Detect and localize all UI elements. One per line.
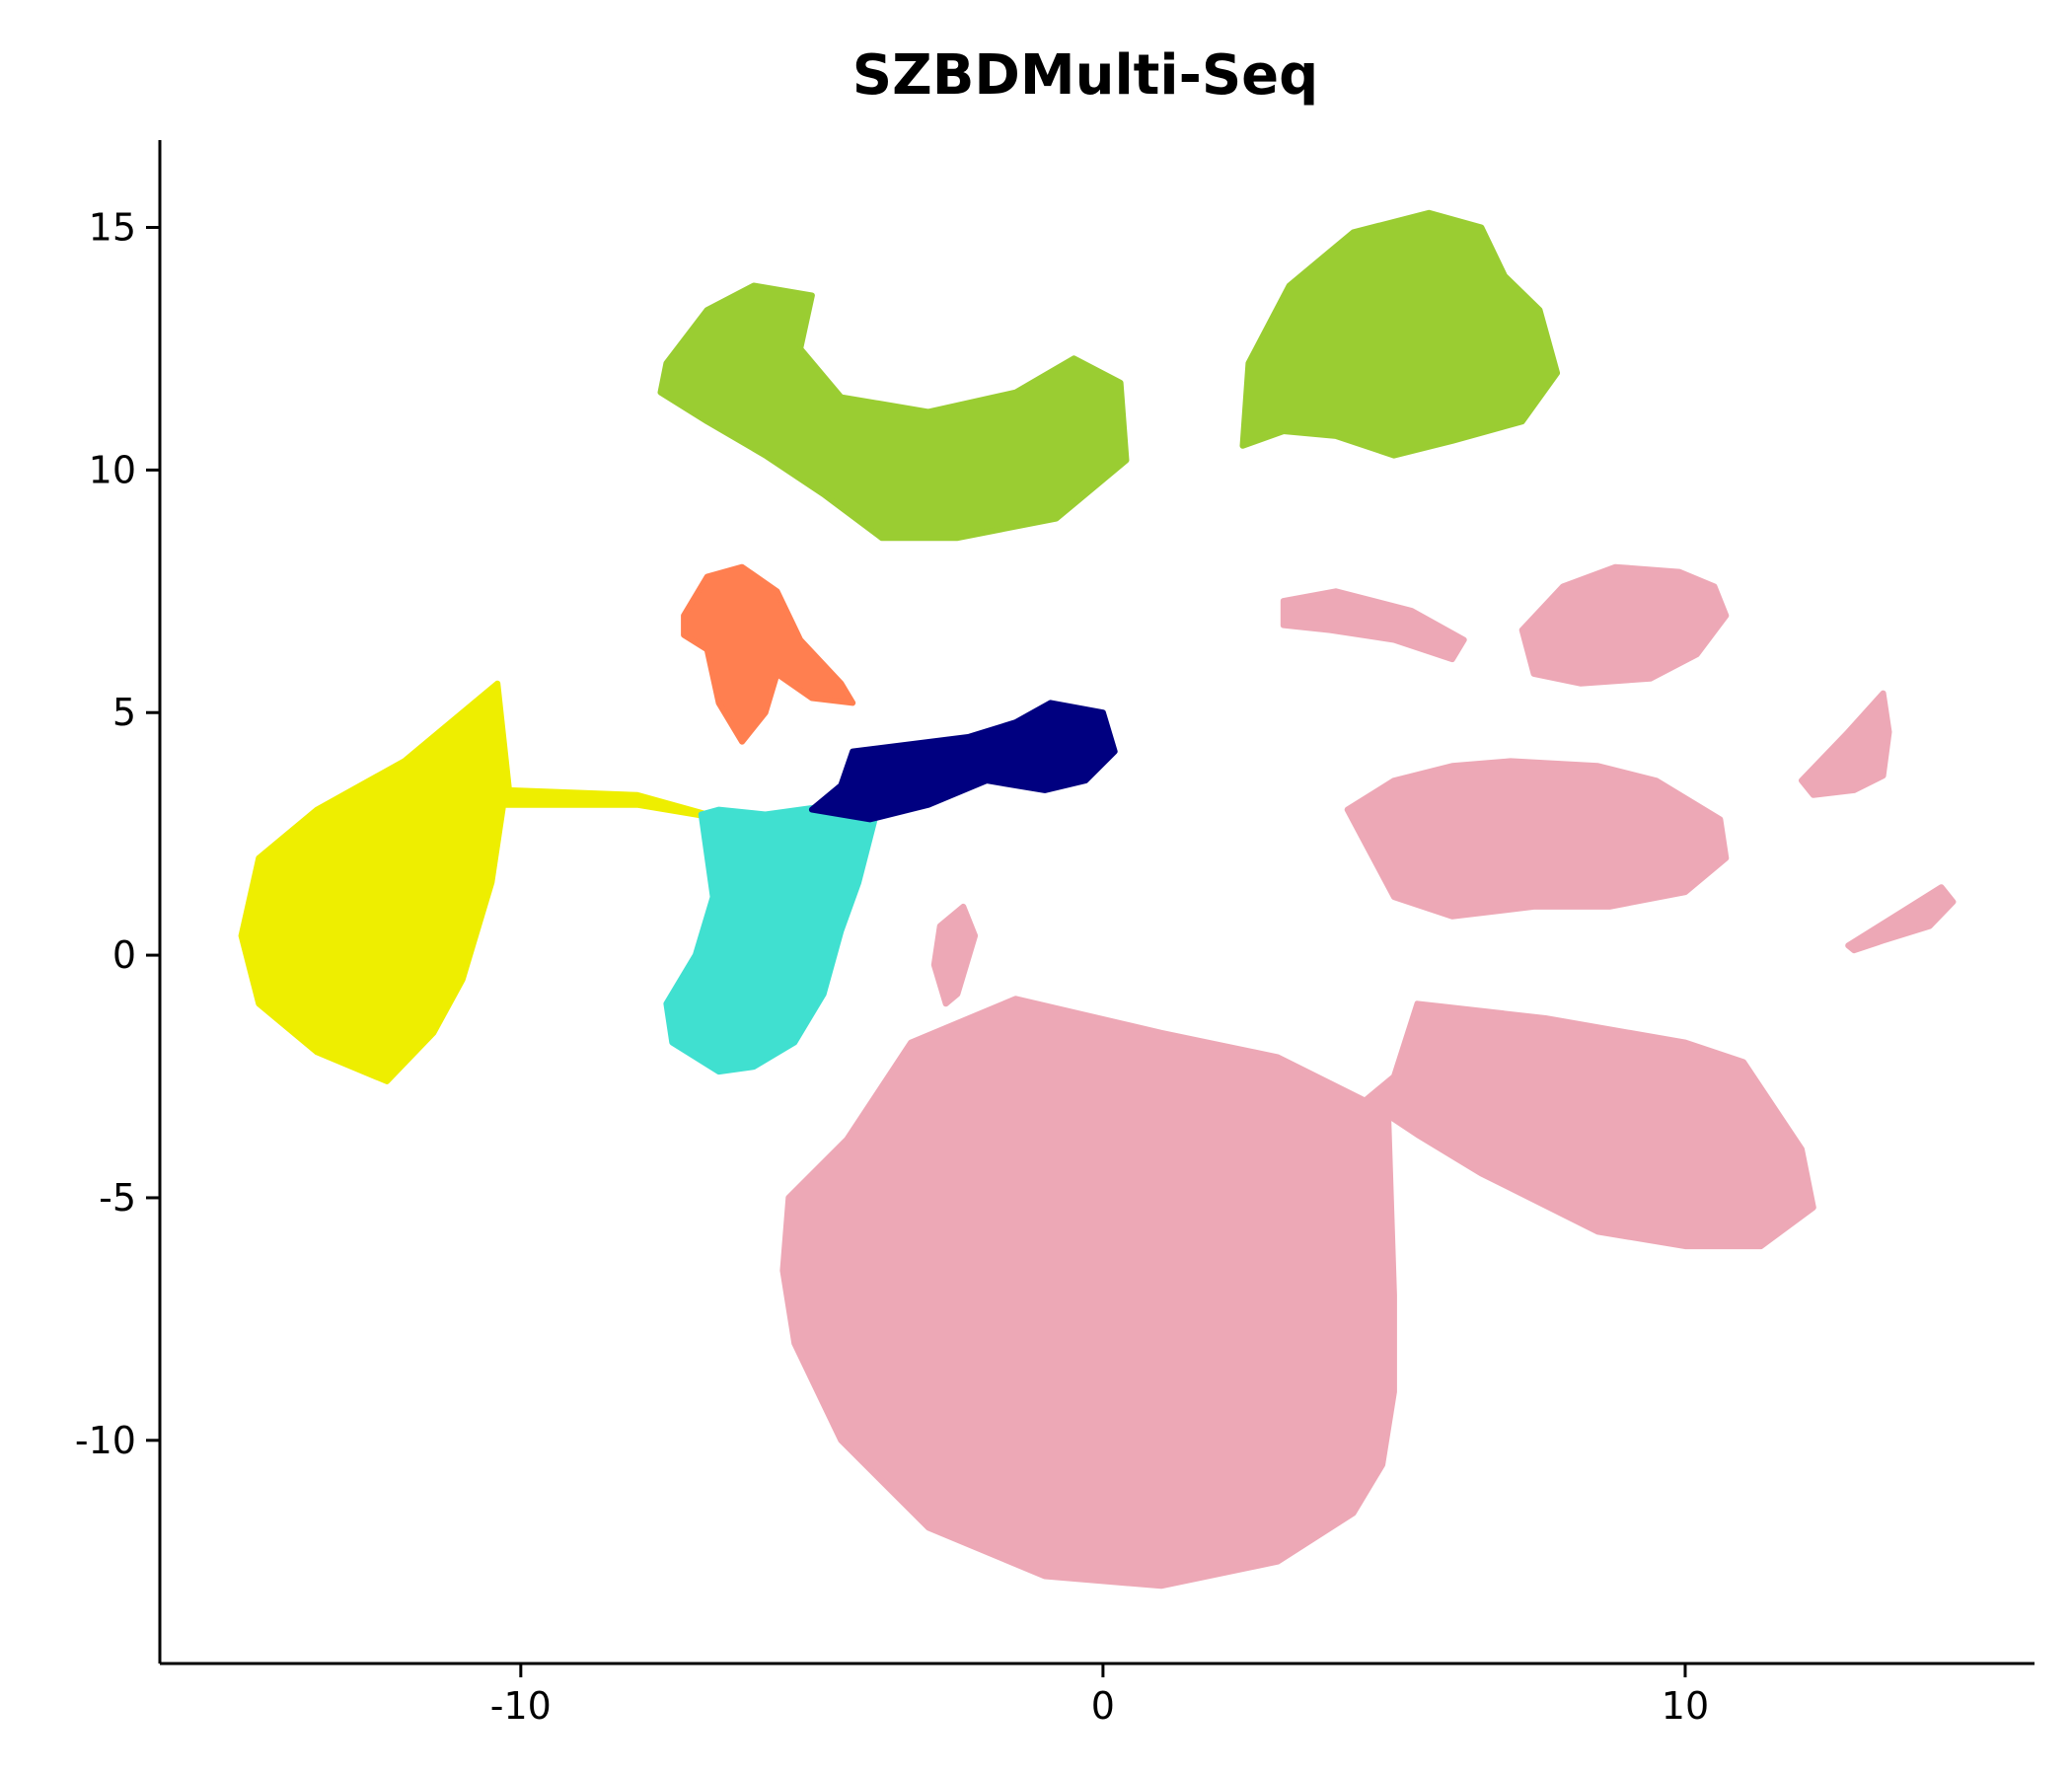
y-tick-label: 15 <box>89 206 136 250</box>
cluster-9 <box>1518 563 1730 687</box>
x-tick-label: -10 <box>490 1684 552 1728</box>
y-tick-label: -5 <box>99 1176 136 1220</box>
cluster-8 <box>1344 758 1730 920</box>
y-tick-label: 5 <box>112 691 136 734</box>
x-tick-label: 0 <box>1091 1684 1115 1728</box>
cluster-6 <box>808 700 1118 823</box>
y-tick-label: -10 <box>75 1419 136 1462</box>
x-axis-ticks: -10 0 10 <box>490 1664 1709 1728</box>
y-tick-label: 0 <box>112 933 136 977</box>
y-axis-ticks: 15 10 5 0 -5 -10 <box>75 206 160 1462</box>
cluster-5 <box>663 801 879 1075</box>
chart-title: SZBDMulti-Seq <box>852 43 1319 108</box>
cluster-10 <box>1799 690 1892 798</box>
cluster-13 <box>1280 588 1467 663</box>
cluster-layer <box>238 209 1957 1590</box>
x-tick-label: 10 <box>1662 1684 1709 1728</box>
cluster-7 <box>779 996 1816 1590</box>
cluster-3 <box>681 563 856 745</box>
y-tick-label: 10 <box>89 448 136 491</box>
cluster-4 <box>238 680 728 1084</box>
cluster-11 <box>1845 884 1957 954</box>
cluster-2 <box>1239 209 1561 459</box>
cluster-12 <box>930 903 979 1007</box>
cluster-1 <box>657 282 1130 542</box>
